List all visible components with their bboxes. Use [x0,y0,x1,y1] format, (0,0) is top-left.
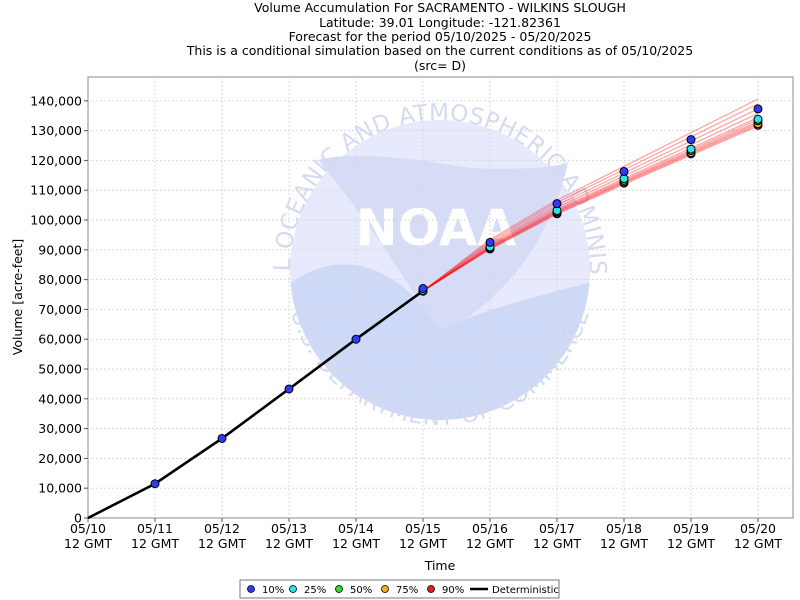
x-tick-label-date: 05/17 [539,521,575,536]
ensemble-trace-line [422,125,759,292]
ensemble-trace-line [422,124,759,292]
ensemble-traces [422,98,759,292]
deterministic-line [87,289,424,520]
y-tick-label: 10,000 [38,481,82,496]
y-tick-label: 120,000 [30,153,82,168]
legend-marker [289,585,297,593]
x-tick-label-date: 05/18 [606,521,642,536]
y-tick-label: 20,000 [38,451,82,466]
ensemble-trace-line [422,121,759,292]
legend-label: Deterministic [492,585,559,596]
x-tick-label-date: 05/15 [405,521,441,536]
title-line-4: This is a conditional simulation based o… [186,43,693,58]
point-10pct [753,104,763,114]
x-tick-label-date: 05/10 [70,521,106,536]
exceedance-points [150,104,763,489]
x-tick-label-date: 05/16 [472,521,508,536]
gridlines [88,77,793,518]
legend-label: 75% [396,585,418,596]
y-tick-label: 60,000 [38,332,82,347]
ensemble-trace-line [422,103,759,292]
legend-label: 50% [350,585,372,596]
point-25pct [686,144,696,154]
y-tick-label: 140,000 [30,93,82,108]
x-tick-label-time: 12 GMT [734,536,782,551]
title-line-2: Latitude: 39.01 Longitude: -121.82361 [319,15,561,30]
point-10pct [351,334,361,344]
y-tick-label: 70,000 [38,302,82,317]
y-axis-ticks: 0 10,000 20,000 30,000 40,000 50,000 60,000 70,… [30,93,88,526]
x-tick-label-date: 05/12 [204,521,240,536]
x-tick-label-date: 05/14 [338,521,374,536]
legend-box [239,579,560,599]
legend-marker [427,585,435,593]
y-tick-label: 110,000 [30,183,82,198]
x-tick-label-time: 12 GMT [332,536,380,551]
x-tick-label-time: 12 GMT [265,536,313,551]
title-line-5: (src= D) [414,58,466,73]
point-10pct [552,199,562,209]
ensemble-trace-line [422,108,759,292]
x-tick-label-time: 12 GMT [64,536,112,551]
y-tick-label: 40,000 [38,391,82,406]
x-axis-label: Time [424,558,456,573]
legend-label: 10% [262,585,284,596]
ensemble-trace-line [422,116,759,292]
x-tick-label-date: 05/19 [673,521,709,536]
x-tick-label-date: 05/20 [740,521,776,536]
y-tick-label: 80,000 [38,272,82,287]
ensemble-trace-line [422,122,759,292]
y-tick-label: 0 [74,511,82,526]
point-10pct [619,166,629,176]
title-line-3: Forecast for the period 05/10/2025 - 05/… [289,29,592,44]
x-tick-label-time: 12 GMT [600,536,648,551]
x-tick-label-time: 12 GMT [198,536,246,551]
title-line-1: Volume Accumulation For SACRAMENTO - WIL… [254,0,626,15]
ensemble-trace-line [422,98,759,292]
ensemble-trace-line [422,112,759,292]
x-tick-label-time: 12 GMT [533,536,581,551]
deterministic-series [87,289,424,520]
y-tick-label: 30,000 [38,421,82,436]
y-tick-label: 50,000 [38,362,82,377]
point-10pct [217,433,227,443]
y-axis-label: Volume [acre-feet] [10,239,25,356]
legend-marker [335,585,343,593]
legend-label: 90% [442,585,464,596]
x-tick-label-date: 05/11 [137,521,173,536]
x-tick-label-time: 12 GMT [667,536,715,551]
x-tick-label-time: 12 GMT [399,536,447,551]
x-tick-label-date: 05/13 [271,521,307,536]
ensemble-trace-line [422,119,759,292]
y-tick-label: 100,000 [30,213,82,228]
y-tick-label: 130,000 [30,123,82,138]
point-10pct [150,479,160,489]
legend-marker [381,585,389,593]
legend: 10% 25% 50% 75% 90% Deterministic [239,579,560,599]
legend-marker [247,585,255,593]
x-tick-label-time: 12 GMT [131,536,179,551]
point-10pct [418,284,428,294]
legend-label: 25% [304,585,326,596]
chart-title: Volume Accumulation For SACRAMENTO - WIL… [186,0,693,73]
point-10pct [284,384,294,394]
point-25pct [753,114,763,124]
point-10pct [686,135,696,145]
x-tick-label-time: 12 GMT [466,536,514,551]
y-tick-label: 90,000 [38,242,82,257]
point-10pct [485,237,495,247]
